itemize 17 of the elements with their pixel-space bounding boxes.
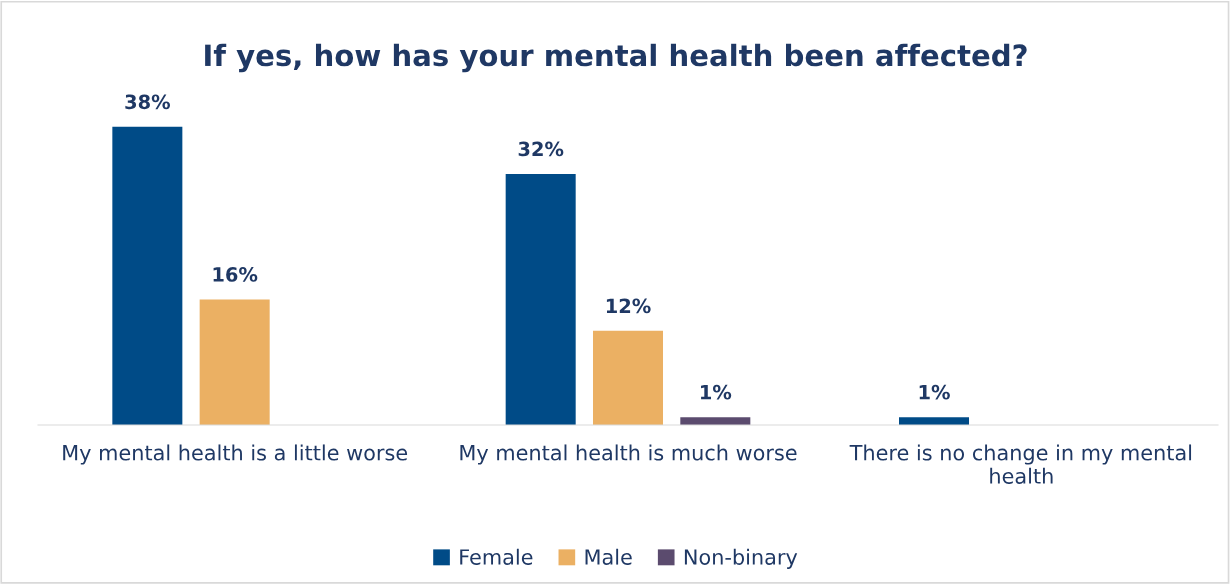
data-label: 12% — [606, 298, 651, 314]
bar — [505, 173, 576, 425]
legend-label: Non-binary — [684, 548, 798, 569]
bar — [199, 299, 270, 425]
legend-label: Male — [585, 548, 632, 565]
data-label: 1% — [701, 384, 732, 400]
x-tick-label: There is no change in my mental health — [849, 444, 1192, 484]
x-tick-label: My mental health is much worse — [460, 444, 797, 465]
data-label: 32% — [518, 141, 564, 157]
data-label: 16% — [213, 267, 258, 282]
data-label: 1% — [919, 384, 950, 400]
bar — [112, 126, 183, 425]
chart-title: If yes, how has your mental health been affected? — [205, 43, 1027, 73]
legend-label: Female — [460, 548, 533, 565]
x-tick-label: My mental health is a little worse — [63, 444, 408, 465]
data-label: 38% — [125, 94, 170, 110]
bar — [592, 330, 664, 425]
